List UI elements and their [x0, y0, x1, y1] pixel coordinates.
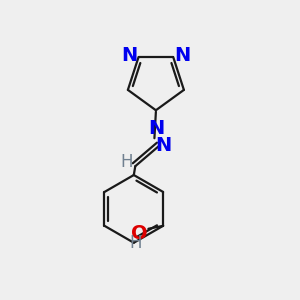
Text: N: N: [148, 119, 164, 138]
Text: H: H: [129, 234, 141, 252]
Text: N: N: [175, 46, 191, 65]
Text: O: O: [131, 224, 148, 243]
Text: N: N: [155, 136, 171, 155]
Text: H: H: [120, 153, 133, 171]
Text: N: N: [121, 46, 137, 65]
